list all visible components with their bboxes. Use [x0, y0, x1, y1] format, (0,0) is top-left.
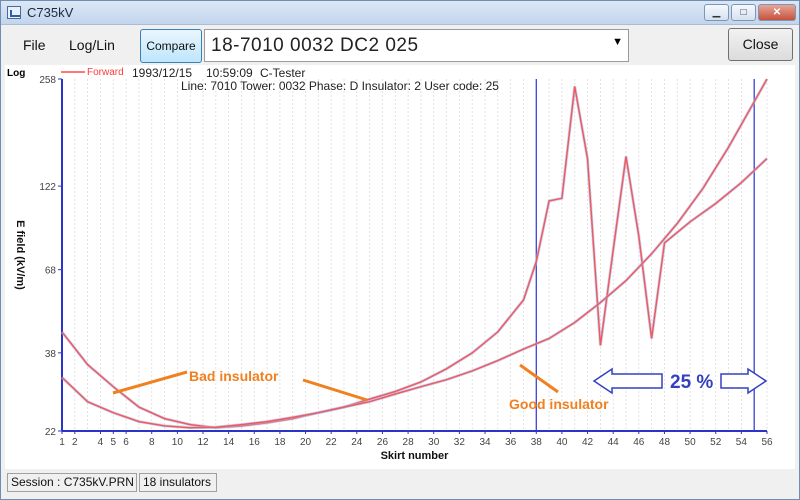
x-tick-label: 42	[582, 437, 594, 448]
window-title: C735kV	[27, 5, 74, 20]
bad-annotation-arrow	[112, 370, 188, 395]
app-icon	[7, 6, 21, 19]
y-tick-label: 38	[45, 349, 57, 360]
good-insulator-series-line	[61, 78, 768, 429]
good-annotation-arrow	[519, 363, 559, 394]
x-tick-label: 12	[197, 437, 209, 448]
record-details: Line: 7010 Tower: 0032 Phase: D Insulato…	[181, 79, 499, 93]
title-bar: C735kV ▁ □ ✕	[1, 1, 799, 25]
x-tick-label: 34	[479, 437, 491, 448]
status-session: Session : C735kV.PRN	[7, 473, 137, 492]
menu-file[interactable]: File	[23, 37, 46, 53]
x-tick-label: 14	[223, 437, 235, 448]
x-tick-label: 48	[659, 437, 671, 448]
record-date: 1993/12/15	[132, 66, 192, 80]
x-tick-label: 4	[98, 437, 104, 448]
x-tick-label: 28	[403, 437, 415, 448]
bad-insulator-label: Bad insulator	[189, 368, 279, 384]
x-tick-label: 40	[556, 437, 568, 448]
x-tick-label: 20	[300, 437, 312, 448]
window-close-button[interactable]: ✕	[758, 4, 796, 21]
status-insulator-count: 18 insulators	[139, 473, 217, 492]
chevron-down-icon[interactable]: ▼	[612, 36, 623, 48]
menu-log-lin[interactable]: Log/Lin	[69, 37, 115, 53]
x-tick-label: 24	[351, 437, 363, 448]
maximize-button[interactable]: □	[731, 4, 756, 21]
compare-button[interactable]: Compare	[140, 29, 202, 63]
x-tick-label: 50	[685, 437, 697, 448]
x-tick-label: 46	[633, 437, 645, 448]
x-tick-label: 26	[377, 437, 389, 448]
x-tick-label: 38	[531, 437, 543, 448]
minimize-button[interactable]: ▁	[704, 4, 729, 21]
percent-label: 25 %	[670, 372, 713, 393]
y-tick-label: 122	[39, 182, 56, 193]
tester-name: C-Tester	[260, 66, 305, 80]
x-tick-label: 36	[505, 437, 517, 448]
bad-annotation-arrow-2	[302, 378, 368, 402]
x-tick-label: 56	[761, 437, 773, 448]
x-tick-label: 10	[172, 437, 184, 448]
x-tick-label: 18	[274, 437, 286, 448]
legend-label: Forward	[87, 67, 124, 78]
right-arrow-icon	[720, 367, 768, 395]
x-tick-label: 30	[428, 437, 440, 448]
status-bar: Session : C735kV.PRN 18 insulators	[1, 469, 799, 499]
scale-mode-label: Log	[7, 68, 25, 79]
close-button[interactable]: Close	[728, 28, 793, 61]
x-tick-label: 5	[110, 437, 116, 448]
x-tick-label: 8	[149, 437, 155, 448]
x-axis-label: Skirt number	[381, 450, 450, 462]
y-tick-label: 22	[45, 427, 57, 438]
record-time: 10:59:09	[206, 66, 253, 80]
x-tick-label: 32	[454, 437, 466, 448]
good-insulator-label: Good insulator	[509, 396, 609, 412]
y-axis-label: E field (kV/m)	[14, 220, 26, 290]
chart-panel: 22 38 68 122 258 1 2 4 5 6 8 10 12 14 16 18 20 22 24 26 28 30…	[5, 65, 795, 469]
left-arrow-icon	[592, 367, 663, 395]
record-select-value: 18-7010 0032 DC2 025	[211, 35, 419, 56]
record-select[interactable]: 18-7010 0032 DC2 025 ▼	[204, 29, 629, 62]
x-tick-label: 2	[72, 437, 78, 448]
y-tick-label: 68	[45, 266, 57, 277]
x-tick-label: 6	[123, 437, 129, 448]
x-tick-label: 22	[326, 437, 338, 448]
x-tick-label: 1	[59, 437, 65, 448]
y-tick-label: 258	[39, 75, 56, 86]
x-tick-label: 52	[710, 437, 722, 448]
x-tick-label: 16	[249, 437, 261, 448]
x-tick-label: 44	[608, 437, 620, 448]
x-tick-label: 54	[736, 437, 748, 448]
